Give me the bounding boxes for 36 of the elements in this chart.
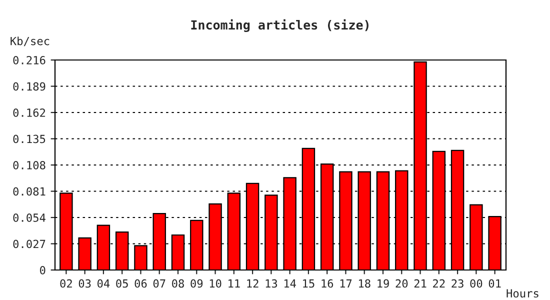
y-tick-label: 0.135 — [13, 134, 46, 144]
x-tick-label: 18 — [359, 279, 370, 288]
y-tick-label: 0.189 — [13, 82, 46, 91]
x-tick-label: 19 — [378, 279, 389, 288]
y-tick-label: 0 — [40, 266, 46, 274]
x-tick-label: 15 — [303, 279, 314, 288]
y-axis-title: Kb/sec — [10, 36, 50, 46]
y-tick-label: 0.027 — [13, 240, 46, 248]
x-tick-label: 06 — [134, 279, 147, 288]
chart-title: Incoming articles (size) — [191, 19, 368, 32]
y-tick-label: 0.054 — [13, 214, 46, 222]
x-tick-label: 20 — [396, 279, 408, 288]
x-tick-label: 00 — [470, 279, 482, 288]
y-tick-label: 0.081 — [13, 187, 46, 196]
x-tick-label: 23 — [452, 279, 464, 288]
x-tick-label: 17 — [340, 279, 352, 288]
x-tick-label: 09 — [190, 279, 203, 288]
x-tick-label: 14 — [284, 279, 296, 288]
x-tick-label: 04 — [97, 279, 110, 288]
x-tick-label: 16 — [322, 279, 334, 288]
x-tick-label: 07 — [153, 279, 166, 288]
x-tick-label: 05 — [116, 279, 128, 288]
x-tick-label: 11 — [228, 279, 240, 288]
x-tick-label: 13 — [266, 279, 278, 288]
x-tick-label: 01 — [488, 279, 501, 288]
y-tick-label: 0.108 — [13, 161, 46, 170]
x-tick-label: 22 — [433, 279, 445, 288]
x-tick-label: 21 — [414, 279, 426, 288]
x-tick-label: 10 — [210, 279, 222, 288]
x-tick-label: 12 — [247, 279, 258, 288]
x-axis-title: Hours — [506, 289, 538, 298]
y-tick-label: 0.162 — [13, 108, 46, 117]
x-tick-label: 08 — [172, 279, 184, 288]
x-tick-label: 03 — [78, 279, 91, 288]
y-tick-label: 0.216 — [13, 56, 46, 64]
x-tick-label: 02 — [60, 279, 72, 288]
